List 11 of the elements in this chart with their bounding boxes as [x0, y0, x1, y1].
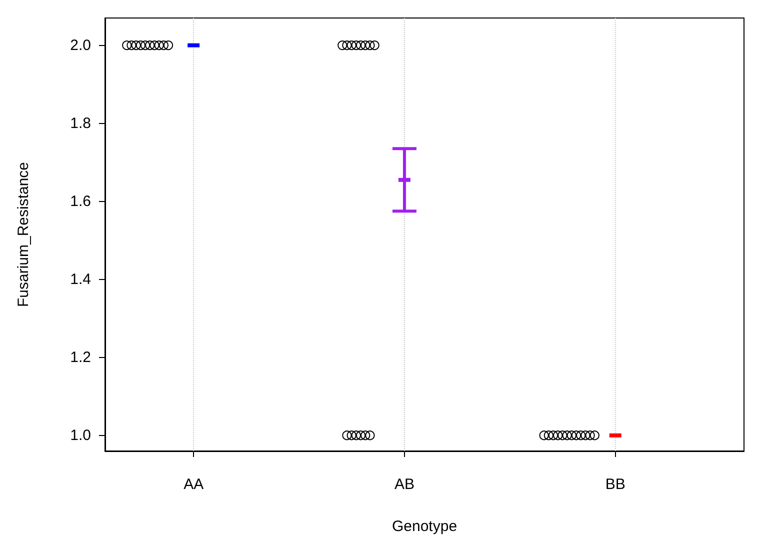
y-tick-label: 1.8 [70, 114, 91, 132]
y-tick-label: 2.0 [70, 36, 91, 54]
x-axis-title: Genotype [392, 518, 458, 535]
y-tick-label: 1.0 [70, 426, 91, 444]
y-tick-label: 1.6 [70, 192, 91, 210]
x-tick-label: BB [605, 476, 626, 493]
y-tick-label: 1.4 [70, 270, 91, 288]
x-tick-label: AA [184, 476, 204, 493]
y-tick-label: 1.2 [70, 348, 91, 366]
x-tick-label: AB [394, 476, 414, 493]
y-axis-title: Fusarium_Resistance [15, 162, 32, 308]
